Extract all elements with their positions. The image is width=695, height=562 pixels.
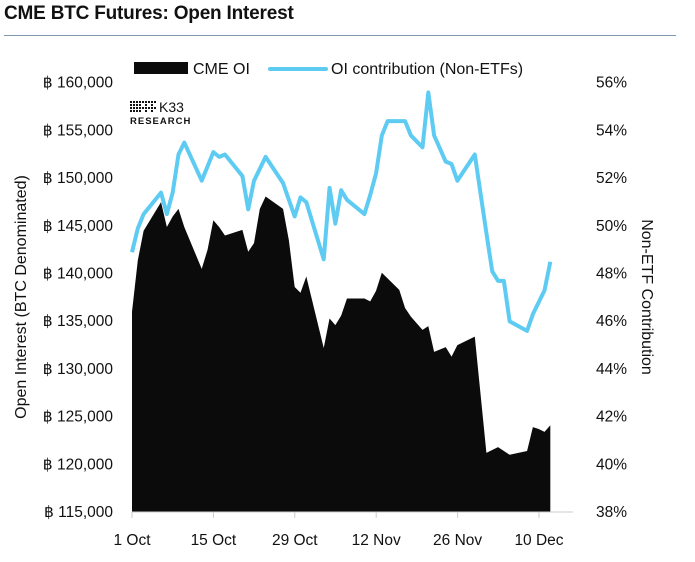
oi-contribution-line xyxy=(130,90,553,333)
y-tick-label: ฿ 155,000 xyxy=(43,122,114,139)
x-tick-label: 15 Oct xyxy=(191,532,237,549)
k33-logo-mark-icon xyxy=(130,101,156,112)
y2-tick-label: 38% xyxy=(596,504,627,521)
k33-logo: K33 RESEARCH xyxy=(130,99,191,127)
y2-tick-label: 50% xyxy=(596,218,627,235)
y2-tick-label: 40% xyxy=(596,456,627,473)
y2-tick-label: 46% xyxy=(596,313,627,330)
cme-oi-area xyxy=(132,196,551,513)
y-tick-label: ฿ 125,000 xyxy=(43,409,114,426)
y-tick-label: ฿ 115,000 xyxy=(44,504,113,521)
y-tick-label: ฿ 135,000 xyxy=(43,313,114,330)
x-tick-label: 1 Oct xyxy=(113,532,151,549)
logo-brand: K33 xyxy=(159,99,184,115)
y-tick-label: ฿ 130,000 xyxy=(43,361,114,378)
x-tick-label: 29 Oct xyxy=(272,532,318,549)
y-tick-label: ฿ 140,000 xyxy=(43,266,114,283)
y-tick-label: ฿ 150,000 xyxy=(43,170,114,187)
y2-tick-label: 44% xyxy=(596,361,627,378)
y-axis-label: Open Interest (BTC Denominated) xyxy=(13,175,30,419)
y2-tick-label: 54% xyxy=(596,122,627,139)
title-divider xyxy=(4,35,676,36)
y2-tick-label: 52% xyxy=(596,170,627,187)
x-tick-label: 12 Nov xyxy=(352,532,401,549)
y2-tick-label: 56% xyxy=(596,75,627,92)
y2-axis-label: Non-ETF Contribution xyxy=(638,219,655,375)
legend-label-oi-contribution: OI contribution (Non-ETFs) xyxy=(331,61,523,78)
logo-sub: RESEARCH xyxy=(130,116,191,127)
y2-tick-label: 42% xyxy=(596,409,627,426)
x-tick-label: 26 Nov xyxy=(433,532,482,549)
x-tick-label: 10 Dec xyxy=(514,532,563,549)
y2-tick-label: 48% xyxy=(596,266,627,283)
y-tick-label: ฿ 160,000 xyxy=(43,75,114,92)
y-tick-label: ฿ 145,000 xyxy=(43,218,114,235)
legend: CME OI OI contribution (Non-ETFs) xyxy=(134,61,523,78)
legend-label-cme-oi: CME OI xyxy=(193,61,250,78)
legend-swatch-cme-oi xyxy=(134,62,188,74)
chart-title: CME BTC Futures: Open Interest xyxy=(4,3,294,24)
y-tick-label: ฿ 120,000 xyxy=(43,456,114,473)
